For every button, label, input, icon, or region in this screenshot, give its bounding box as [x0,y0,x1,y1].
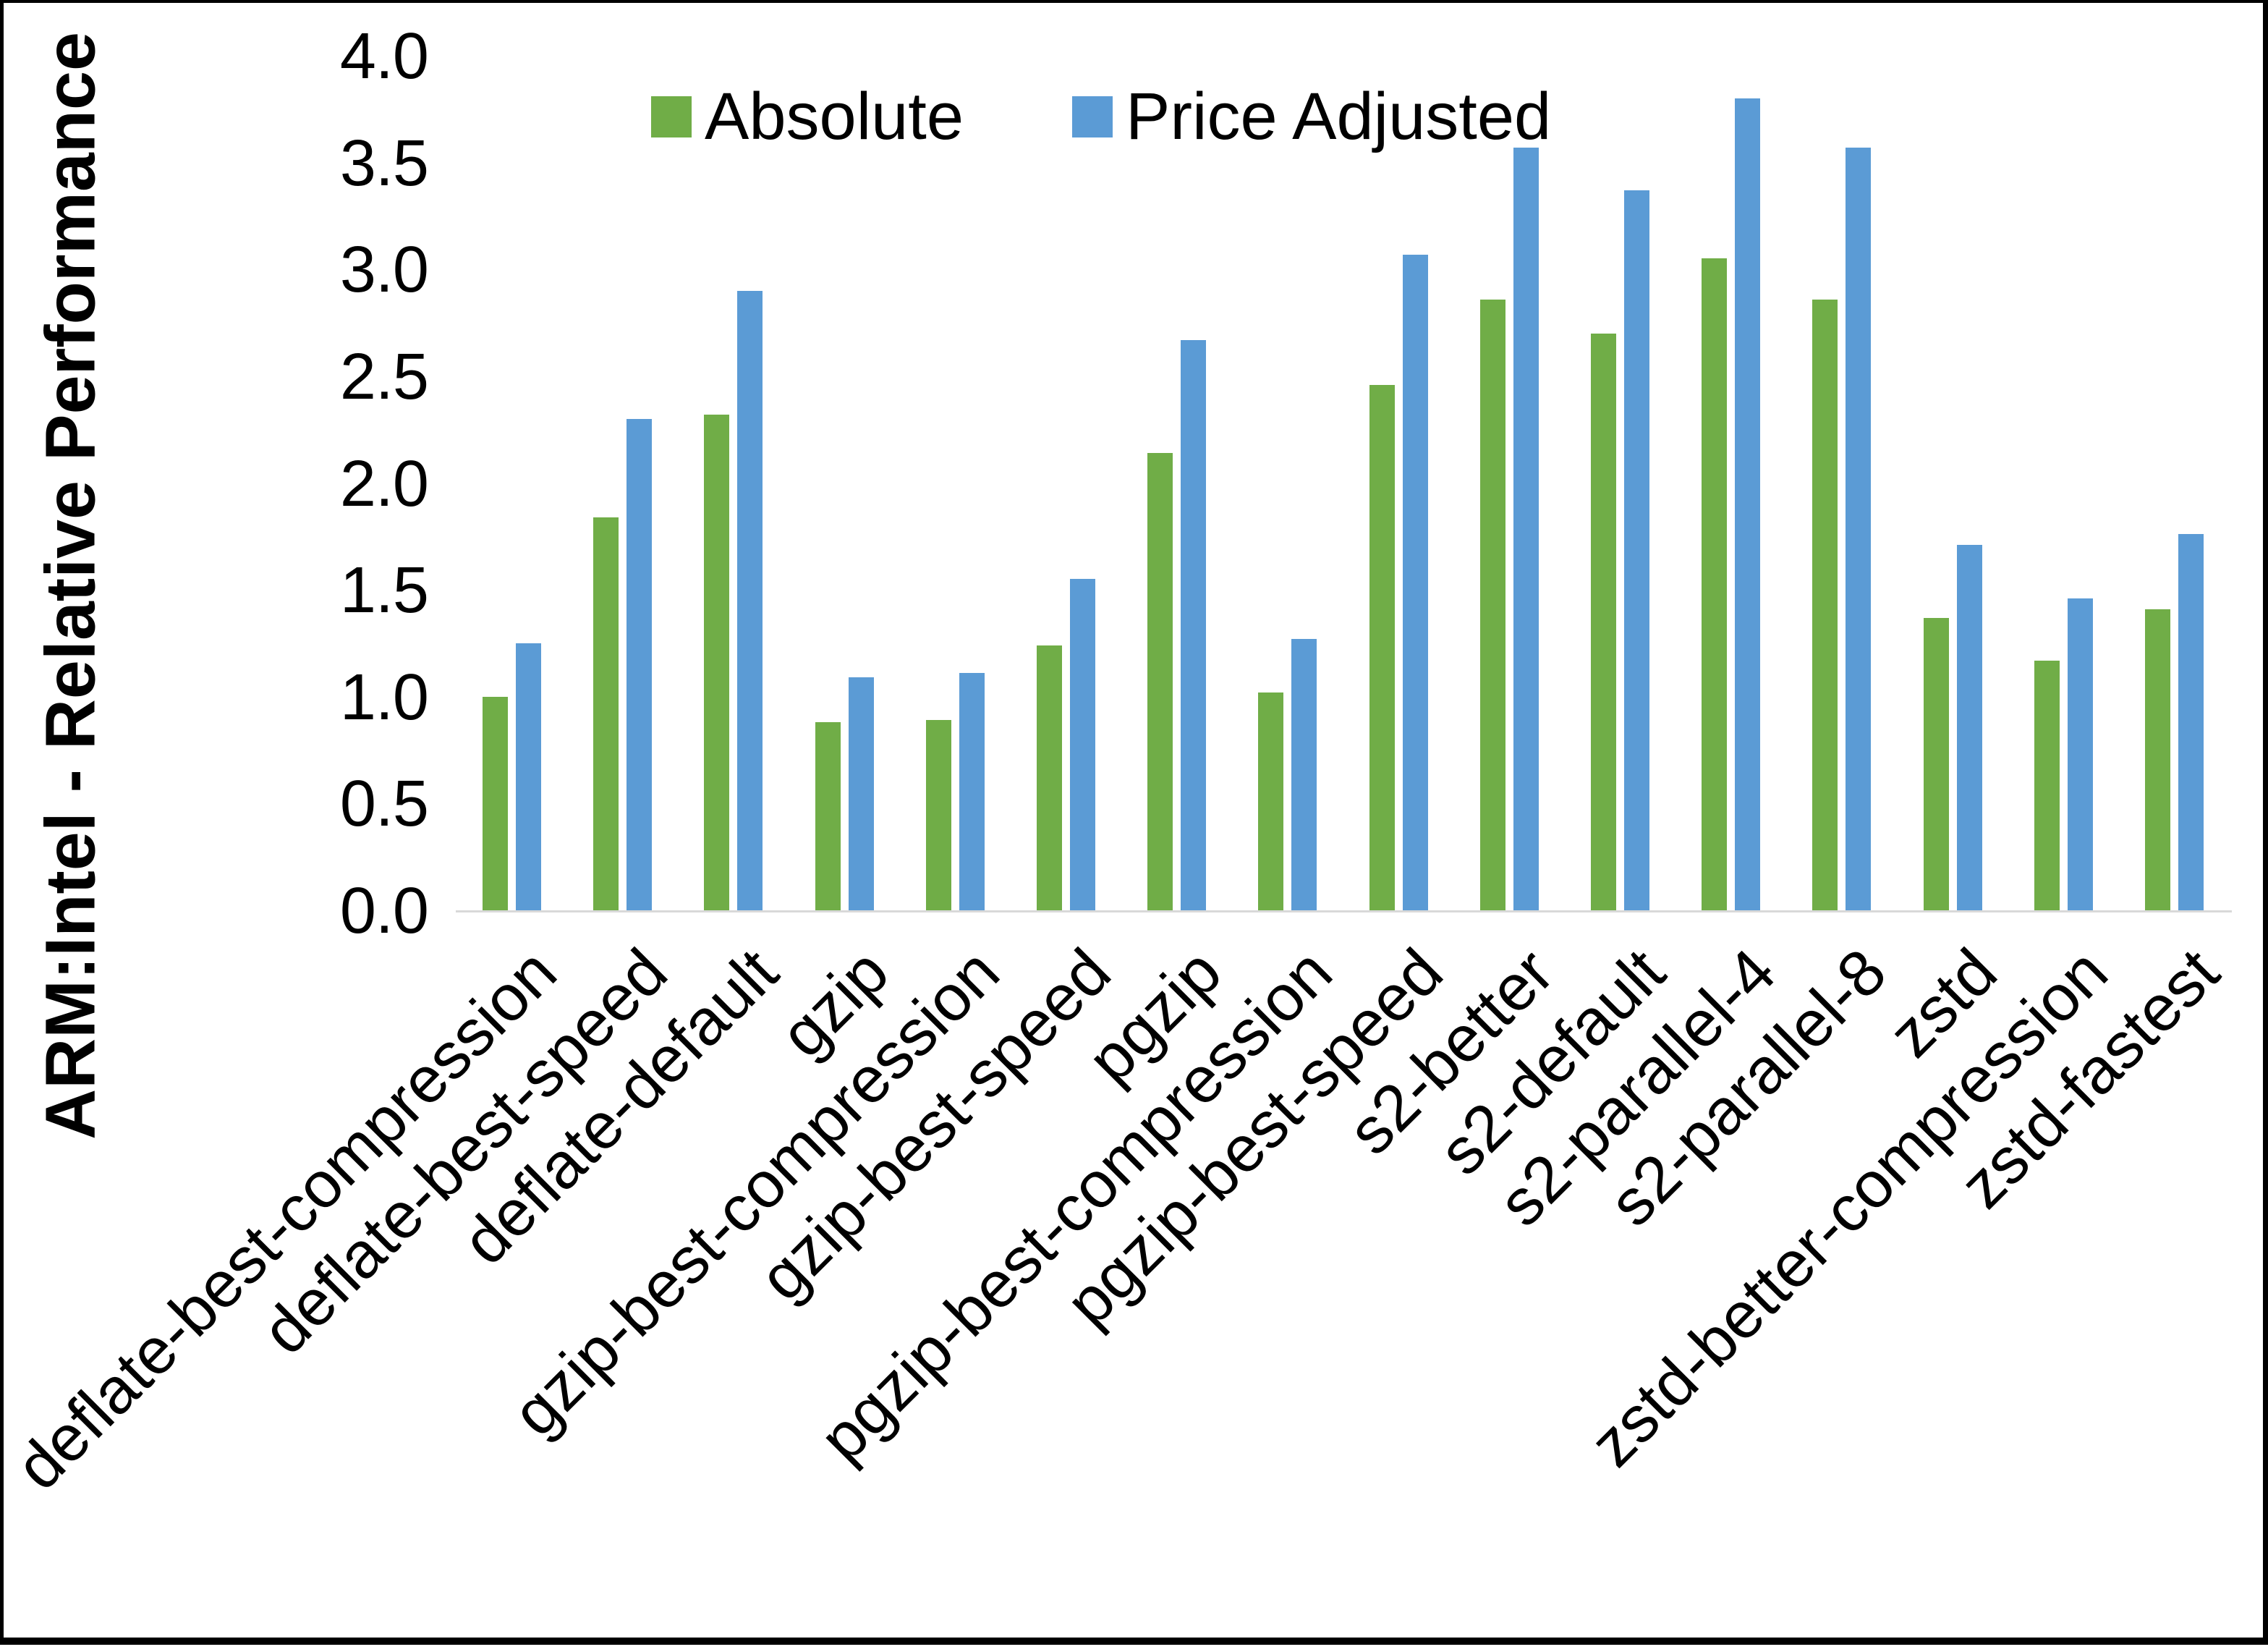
bar-absolute-zstd [1923,617,1949,910]
bar-absolute-deflate-best-speed [593,517,619,910]
y-tick-label: 4.0 [339,20,429,93]
legend-label: Absolute [705,80,964,153]
legend-swatch-icon [651,96,692,137]
y-tick-label: 3.5 [339,127,429,200]
y-tick-label: 2.0 [339,447,429,520]
y-tick-label: 0.0 [339,875,429,947]
bar-absolute-zstd-better-compression [2034,660,2060,910]
y-tick-label: 3.0 [339,234,429,307]
bar-price-adjusted-deflate-best-compression [516,643,541,910]
x-axis-line [456,910,2232,912]
bar-price-adjusted-zstd-better-compression [2067,598,2093,910]
bar-price-adjusted-gzip [848,677,874,910]
bar-absolute-zstd-fastest [2145,609,2170,910]
y-axis-title: ARM:Intel - Relative Performance [30,32,110,1140]
bar-price-adjusted-pgzip-best-compression [1291,639,1317,910]
bar-absolute-gzip [815,722,841,910]
bar-price-adjusted-zstd-fastest [2178,534,2204,910]
bar-absolute-gzip-best-speed [1037,645,1062,910]
bar-absolute-s2-parallel-4 [1702,258,1728,910]
bar-absolute-pgzip [1147,453,1173,910]
legend-item-absolute: Absolute [651,83,964,150]
bar-absolute-s2-default [1591,333,1616,910]
legend: Absolute Price Adjusted [651,83,1551,150]
bar-price-adjusted-deflate-default [737,290,763,910]
bar-absolute-gzip-best-compression [925,720,951,910]
bar-price-adjusted-zstd [1956,545,1982,910]
bar-absolute-deflate-best-compression [483,696,508,910]
bar-price-adjusted-s2-parallel-8 [1846,147,1872,910]
bar-price-adjusted-gzip-best-speed [1070,579,1095,910]
bar-absolute-pgzip-best-speed [1369,384,1395,910]
legend-item-price-adjusted: Price Adjusted [1072,83,1551,150]
y-tick-label: 2.5 [339,340,429,413]
bar-price-adjusted-s2-default [1624,190,1649,910]
bar-absolute-pgzip-best-compression [1258,692,1284,910]
y-tick-label: 1.0 [339,661,429,734]
y-tick-label: 0.5 [339,768,429,841]
bar-absolute-deflate-default [704,415,730,910]
legend-swatch-icon [1072,96,1113,137]
bar-price-adjusted-s2-better [1513,147,1539,910]
bar-price-adjusted-s2-parallel-4 [1735,98,1761,910]
y-tick-label: 1.5 [339,554,429,627]
bar-price-adjusted-gzip-best-compression [959,673,985,910]
bar-price-adjusted-pgzip-best-speed [1402,254,1428,910]
bar-absolute-s2-parallel-8 [1812,299,1838,910]
bar-absolute-s2-better [1479,299,1505,910]
legend-label: Price Adjusted [1126,80,1552,153]
bar-price-adjusted-deflate-best-speed [627,418,653,910]
bar-price-adjusted-pgzip [1181,339,1207,910]
